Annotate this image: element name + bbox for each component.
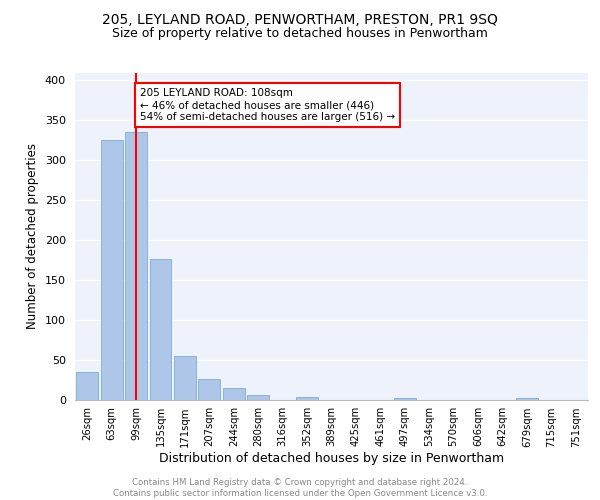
Bar bbox=[101, 140, 122, 400]
Bar bbox=[223, 388, 245, 400]
Bar bbox=[174, 356, 196, 400]
X-axis label: Distribution of detached houses by size in Penwortham: Distribution of detached houses by size … bbox=[159, 452, 504, 465]
Bar bbox=[199, 379, 220, 400]
Text: Size of property relative to detached houses in Penwortham: Size of property relative to detached ho… bbox=[112, 28, 488, 40]
Bar bbox=[247, 395, 269, 400]
Bar bbox=[516, 398, 538, 400]
Bar bbox=[125, 132, 147, 400]
Bar bbox=[394, 398, 416, 400]
Text: 205 LEYLAND ROAD: 108sqm
← 46% of detached houses are smaller (446)
54% of semi-: 205 LEYLAND ROAD: 108sqm ← 46% of detach… bbox=[140, 88, 395, 122]
Bar bbox=[149, 260, 172, 400]
Bar bbox=[76, 372, 98, 400]
Bar bbox=[296, 397, 318, 400]
Y-axis label: Number of detached properties: Number of detached properties bbox=[26, 143, 39, 329]
Text: Contains HM Land Registry data © Crown copyright and database right 2024.
Contai: Contains HM Land Registry data © Crown c… bbox=[113, 478, 487, 498]
Text: 205, LEYLAND ROAD, PENWORTHAM, PRESTON, PR1 9SQ: 205, LEYLAND ROAD, PENWORTHAM, PRESTON, … bbox=[102, 12, 498, 26]
